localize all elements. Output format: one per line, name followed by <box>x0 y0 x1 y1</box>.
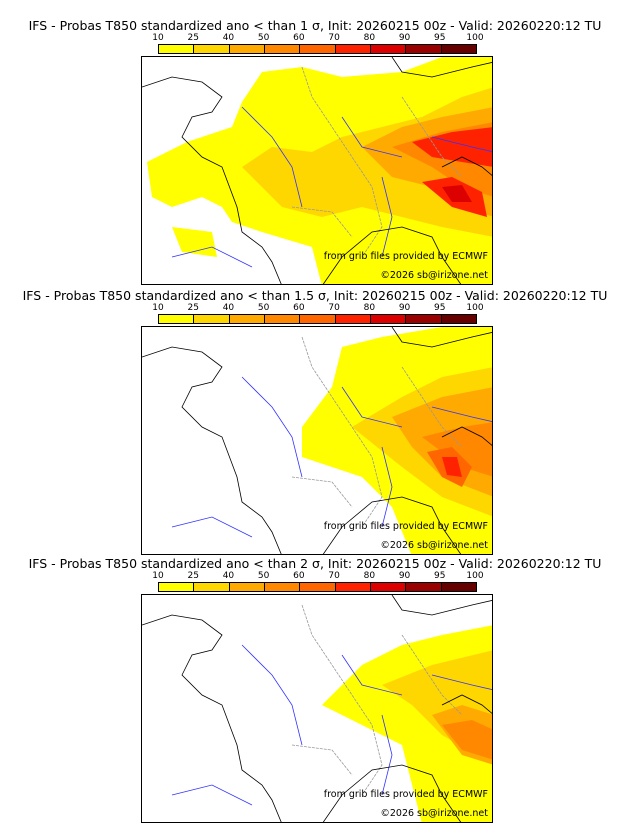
colorbar-tick-label: 40 <box>222 303 235 313</box>
colorbar-tick-label: 70 <box>328 303 340 313</box>
colorbar-tick-label: 100 <box>466 571 484 581</box>
colorbar-tick-label: 25 <box>187 571 199 581</box>
colorbar-swatch <box>300 45 336 53</box>
colorbar-swatch <box>159 45 195 53</box>
probability-area <box>442 185 472 202</box>
borders <box>291 336 463 528</box>
colorbar-tick-label: 40 <box>222 571 235 581</box>
colorbar-tick-label: 25 <box>187 33 199 43</box>
colorbar-tick-label: 95 <box>434 303 446 313</box>
colorbar-tick-label: 100 <box>466 303 484 313</box>
coastline <box>142 327 492 554</box>
colorbar-ticks: 10 25 40 50 60 70 80 90 95 100 <box>152 571 483 581</box>
colorbar-swatch <box>194 583 230 591</box>
colorbar-swatch <box>335 45 371 53</box>
colorbar-tick-label: 40 <box>222 33 235 43</box>
rivers <box>171 644 492 806</box>
colorbar-swatch <box>370 315 407 323</box>
map-panel: IFS - Probas T850 standardized ano < tha… <box>0 546 630 823</box>
source-credit: from grib files provided by ECMWF <box>323 789 488 800</box>
colorbar-tick-label: 50 <box>257 33 270 43</box>
colorbar-tick-label: 90 <box>398 571 411 581</box>
map-canvas <box>142 327 492 554</box>
panel-title: IFS - Probas T850 standardized ano < tha… <box>28 556 602 571</box>
colorbar-tick-label: 90 <box>398 303 411 313</box>
colorbar-swatch <box>229 583 265 591</box>
colorbar-swatch <box>406 45 442 53</box>
probability-map[interactable]: from grib files provided by ECMWF ©2026 … <box>141 326 493 555</box>
copyright-credit: ©2026 sb@irizone.net <box>380 808 488 819</box>
source-credit: from grib files provided by ECMWF <box>323 251 488 262</box>
colorbar-tick-label: 10 <box>152 33 164 43</box>
colorbar-swatch <box>159 583 195 591</box>
colorbar-swatch <box>194 45 230 53</box>
colorbar <box>158 314 477 324</box>
probability-area <box>172 227 217 257</box>
colorbar-tick-label: 50 <box>257 303 270 313</box>
colorbar-swatch <box>441 315 476 323</box>
rivers <box>171 376 492 538</box>
colorbar-swatch <box>370 583 407 591</box>
probability-map[interactable]: from grib files provided by ECMWF ©2026 … <box>141 56 493 285</box>
colorbar-tick-label: 70 <box>328 33 340 43</box>
colorbar-swatch <box>264 583 301 591</box>
colorbar-tick-label: 80 <box>363 303 376 313</box>
panel-title: IFS - Probas T850 standardized ano < tha… <box>28 18 602 33</box>
colorbar-tick-label: 60 <box>293 303 305 313</box>
colorbar-tick-label: 100 <box>466 33 484 43</box>
map-panel: IFS - Probas T850 standardized ano < tha… <box>0 278 630 555</box>
copyright-credit: ©2026 sb@irizone.net <box>380 540 488 551</box>
colorbar-swatch <box>229 45 265 53</box>
colorbar-swatch <box>264 315 301 323</box>
colorbar-swatch <box>300 583 336 591</box>
copyright-credit: ©2026 sb@irizone.net <box>380 270 488 281</box>
colorbar <box>158 44 477 54</box>
map-canvas <box>142 57 492 284</box>
colorbar-swatch <box>264 45 301 53</box>
colorbar-swatch <box>406 315 442 323</box>
panel-title: IFS - Probas T850 standardized ano < tha… <box>22 288 608 303</box>
colorbar-tick-label: 95 <box>434 571 446 581</box>
colorbar-swatch <box>229 315 265 323</box>
colorbar-swatch <box>406 583 442 591</box>
colorbar-tick-label: 90 <box>398 33 411 43</box>
colorbar-tick-label: 25 <box>187 303 199 313</box>
colorbar-ticks: 10 25 40 50 60 70 80 90 95 100 <box>152 303 483 313</box>
colorbar-tick-label: 95 <box>434 33 446 43</box>
colorbar-swatch <box>441 45 476 53</box>
colorbar-tick-label: 80 <box>363 33 376 43</box>
coastline <box>142 595 492 822</box>
source-credit: from grib files provided by ECMWF <box>323 521 488 532</box>
borders <box>291 66 463 258</box>
colorbar-ticks: 10 25 40 50 60 70 80 90 95 100 <box>152 33 483 43</box>
colorbar-swatch <box>441 583 476 591</box>
probability-area <box>442 457 462 477</box>
colorbar-swatch <box>335 315 371 323</box>
colorbar-tick-label: 10 <box>152 571 164 581</box>
colorbar-swatch <box>335 583 371 591</box>
colorbar-tick-label: 10 <box>152 303 164 313</box>
colorbar <box>158 582 477 592</box>
colorbar-tick-label: 60 <box>293 33 305 43</box>
probability-area <box>422 422 492 477</box>
rivers <box>171 106 492 268</box>
colorbar-tick-label: 60 <box>293 571 305 581</box>
colorbar-swatch <box>194 315 230 323</box>
borders <box>291 604 463 796</box>
probability-map[interactable]: from grib files provided by ECMWF ©2026 … <box>141 594 493 823</box>
colorbar-tick-label: 50 <box>257 571 270 581</box>
colorbar-swatch <box>159 315 195 323</box>
map-canvas <box>142 595 492 822</box>
coastline <box>142 57 492 284</box>
colorbar-swatch <box>370 45 407 53</box>
colorbar-tick-label: 70 <box>328 571 340 581</box>
colorbar-tick-label: 80 <box>363 571 376 581</box>
colorbar-swatch <box>300 315 336 323</box>
probability-area <box>442 720 492 760</box>
map-panel: IFS - Probas T850 standardized ano < tha… <box>0 8 630 285</box>
